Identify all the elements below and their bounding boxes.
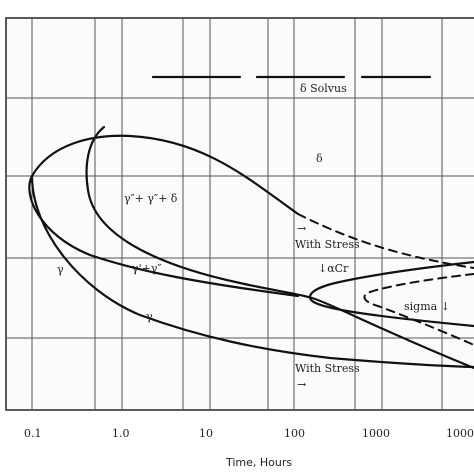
dashed-curves (297, 213, 474, 346)
series-alpha-cr-curve (308, 260, 474, 328)
curves (28, 75, 474, 370)
series-gamma-prime-curve (85, 125, 474, 370)
x-tick-labels: 0.1 1.0 10 100 1000 1000 (24, 427, 474, 440)
label-sigma: sigma ↓ (404, 300, 450, 313)
x-tick-label: 100 (284, 427, 305, 440)
label-gamma-left: γ (57, 263, 64, 276)
grid (6, 18, 474, 410)
x-axis-title: Time, Hours (225, 456, 292, 469)
series-with-stress-lower (30, 174, 474, 369)
label-arrow-lower: → (297, 378, 306, 391)
series-with-stress-upper (297, 213, 474, 269)
x-tick-label: 1000 (362, 427, 390, 440)
label-gamma-lower: γ (146, 310, 153, 323)
label-with-stress-lower: With Stress (295, 362, 360, 375)
x-tick-label: 0.1 (24, 427, 42, 440)
label-alpha-cr: ↓αCr (318, 262, 349, 275)
label-gamma-prime: γ'+γ″ (132, 262, 162, 275)
plot-frame (5, 17, 474, 411)
annotations: δ Solvus δ γ″+ γ″+ δ → With Stress ↓αCr … (57, 82, 450, 391)
label-delta: δ (316, 152, 323, 165)
label-with-stress-upper: With Stress (295, 238, 360, 251)
x-tick-label: 10 (199, 427, 213, 440)
label-gamma-delta: γ″+ γ″+ δ (124, 192, 178, 205)
label-arrow-upper: → (297, 222, 306, 235)
x-tick-label: 1.0 (112, 427, 130, 440)
label-delta-solvus: δ Solvus (300, 82, 347, 95)
x-tick-label: 1000 (446, 427, 474, 440)
series-sigma-curve (363, 273, 474, 346)
